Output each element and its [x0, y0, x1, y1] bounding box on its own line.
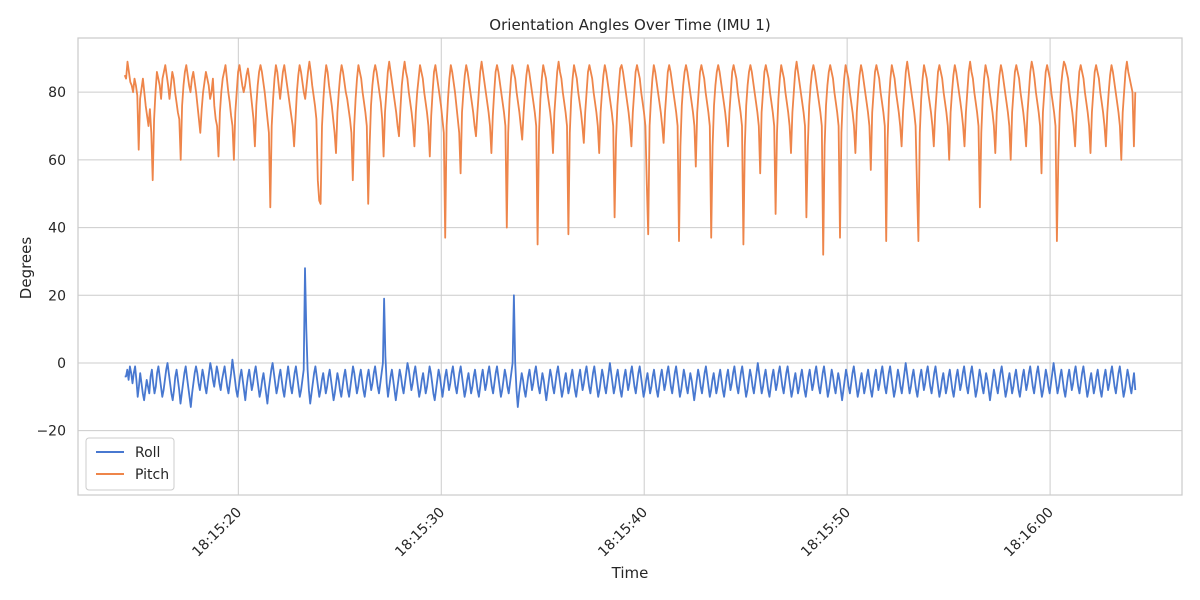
y-tick-label: −20 — [36, 424, 66, 440]
y-axis-ticks: −20 0 20 40 60 80 — [36, 85, 66, 440]
y-tick-label: 80 — [48, 85, 66, 101]
plot-area-frame — [77, 37, 1183, 496]
legend-label-roll: Roll — [135, 445, 160, 461]
y-tick-label: 60 — [48, 153, 66, 169]
legend: Roll Pitch — [85, 437, 175, 491]
series-line-pitch — [123, 60, 1137, 256]
series-lines — [123, 60, 1137, 408]
y-tick-label: 40 — [48, 221, 66, 237]
x-axis-label: Time — [611, 564, 649, 582]
series-line-roll — [124, 267, 1137, 408]
y-tick-label: 0 — [57, 356, 66, 372]
legend-label-pitch: Pitch — [135, 467, 169, 483]
chart-title: Orientation Angles Over Time (IMU 1) — [489, 16, 770, 34]
y-axis-label: Degrees — [17, 237, 35, 300]
y-tick-label: 20 — [48, 288, 66, 304]
